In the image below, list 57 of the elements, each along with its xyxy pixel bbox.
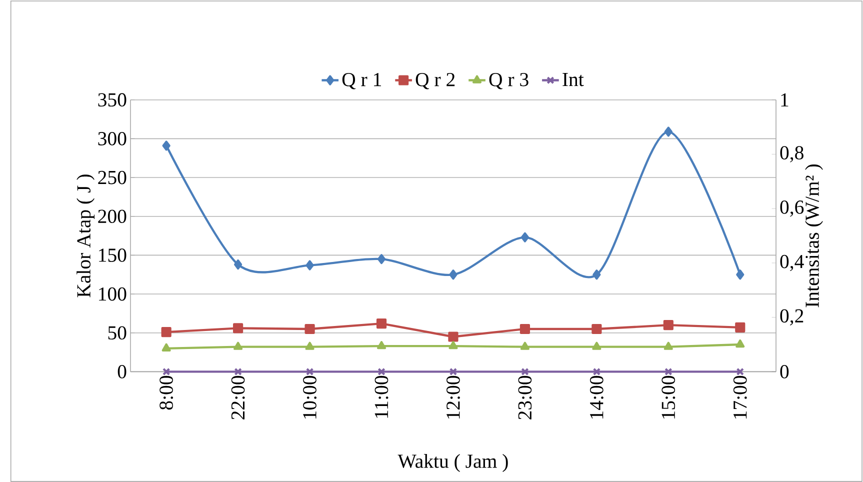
x-tick-label: 8:00 <box>160 376 174 410</box>
point <box>306 260 314 270</box>
point <box>520 232 530 242</box>
y-tick-label: 50 <box>108 326 126 340</box>
x-tick-label: 10:00 <box>303 376 316 418</box>
legend-label: Int <box>562 72 584 86</box>
point <box>592 269 601 280</box>
y2-tick-label: 0,2 <box>780 309 804 326</box>
point <box>736 339 745 348</box>
point <box>664 342 673 350</box>
y-axis-title: Kalor Atap ( J ) <box>76 174 95 298</box>
point <box>376 318 387 328</box>
x-tick-label: 11:00 <box>374 376 388 418</box>
point <box>448 332 458 342</box>
point <box>162 140 170 151</box>
point <box>520 342 530 350</box>
point <box>592 342 602 350</box>
point <box>663 320 674 330</box>
y-tick-label: 300 <box>98 132 126 146</box>
x-tick-label: 22:00 <box>231 376 245 420</box>
x-tick-label: 17:00 <box>733 376 747 418</box>
point <box>448 340 458 349</box>
y2-tick-label: 0,8 <box>780 146 804 162</box>
point <box>736 269 744 280</box>
y2-tick-label: 0,4 <box>780 254 804 271</box>
point <box>735 322 746 332</box>
y2-axis-title: Intensitas (W/m² ) <box>805 164 823 307</box>
point <box>520 324 530 334</box>
x-axis-title: Waktu ( Jam ) <box>398 454 508 472</box>
legend-label: Q r 3 <box>489 72 528 90</box>
y-tick-label: 0 <box>118 364 126 378</box>
point <box>449 269 458 280</box>
point <box>234 259 242 270</box>
y-tick-label: 200 <box>98 209 126 223</box>
y2-tick-label: 0 <box>780 364 789 378</box>
x-tick-label: 14:00 <box>590 376 604 418</box>
legend-label: Q r 1 <box>342 72 381 90</box>
y2-tick-label: 0,6 <box>780 200 804 216</box>
y-tick-label: 250 <box>98 170 126 184</box>
point <box>305 342 314 350</box>
point <box>304 324 315 334</box>
point <box>162 343 171 352</box>
point <box>376 340 386 349</box>
y2-tick-label: 1 <box>781 93 788 106</box>
y-tick-label: 150 <box>99 248 126 262</box>
y-tick-label: 100 <box>99 287 126 301</box>
point <box>664 126 672 137</box>
x-tick-label: 12:00 <box>446 376 460 418</box>
point <box>161 326 172 337</box>
y-tick-label: 350 <box>98 92 126 106</box>
point <box>234 342 243 350</box>
point <box>233 322 244 334</box>
point <box>377 254 386 264</box>
x-tick-label: 23:00 <box>518 376 532 420</box>
legend-label: Q r 2 <box>416 72 455 90</box>
point <box>592 324 602 334</box>
x-tick-label: 15:00 <box>662 376 676 418</box>
